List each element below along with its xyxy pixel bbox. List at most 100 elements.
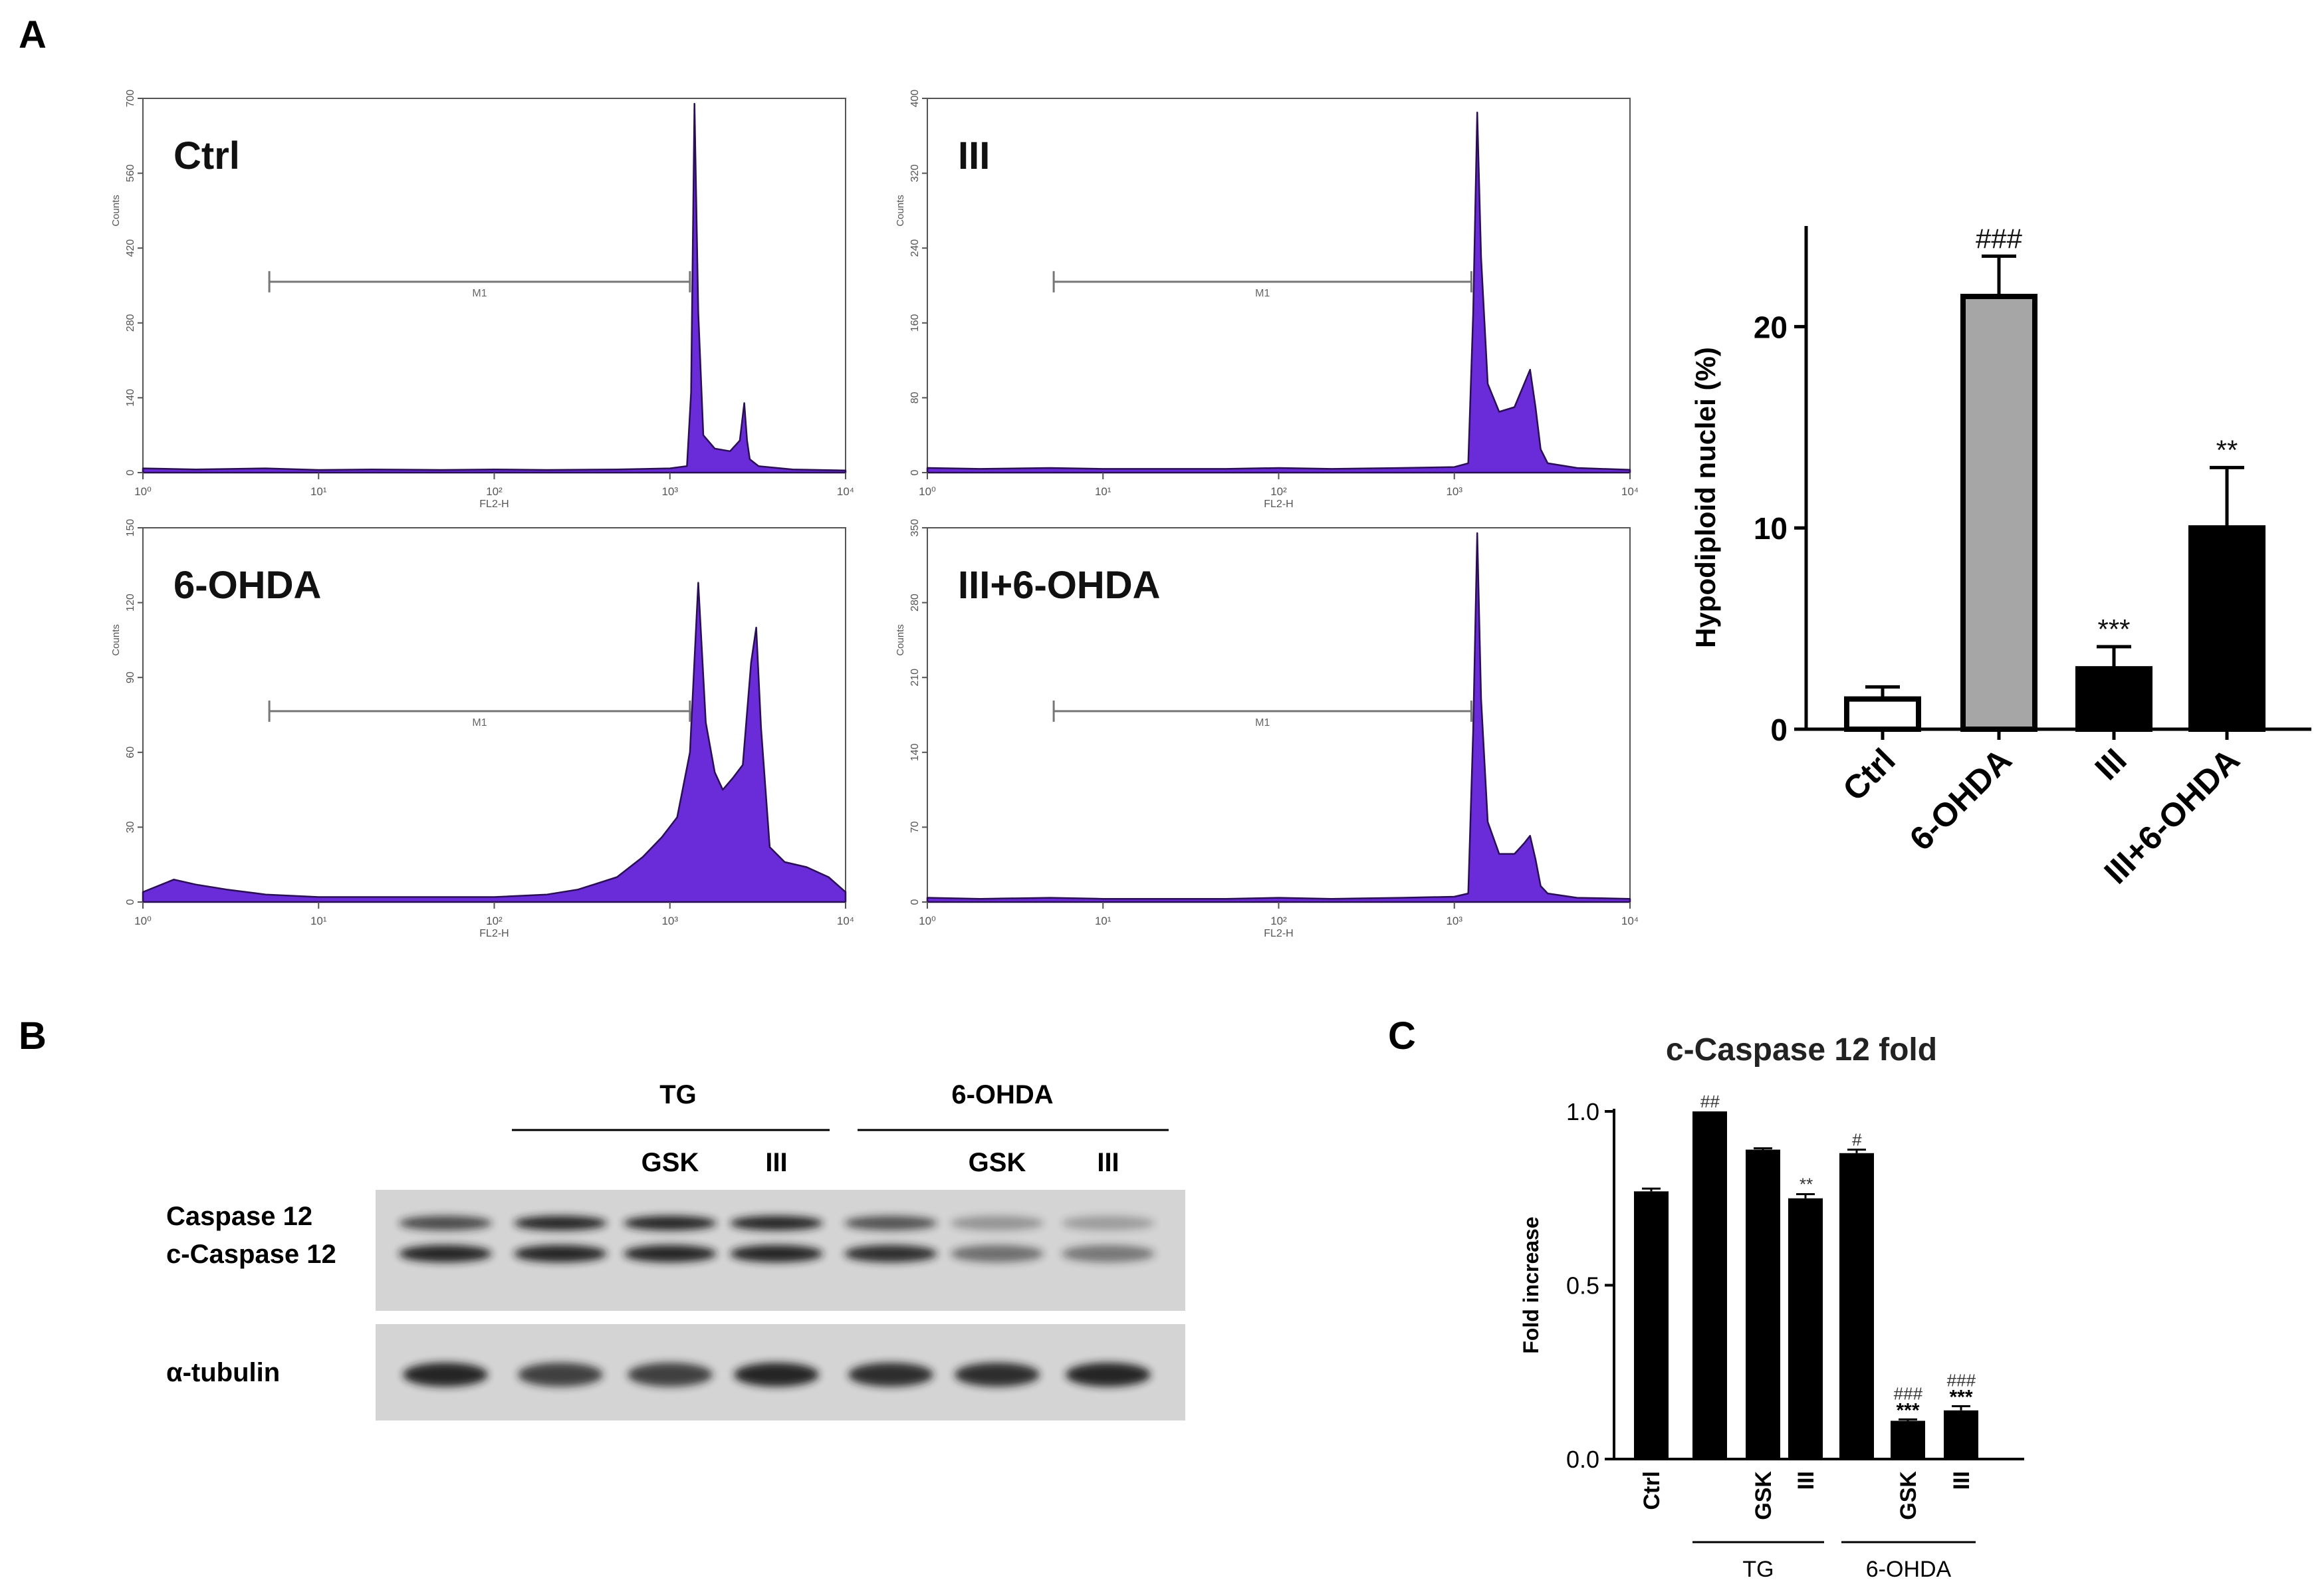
- caspase-fold-bar-chart: c-Caspase 12 fold 0.0 0.5 1.0 Fold increase C…: [1519, 1032, 2024, 1582]
- blot-row-label: Caspase 12: [166, 1202, 312, 1231]
- y-tick-label: 0: [909, 899, 921, 905]
- y-axis-label: Counts: [110, 195, 122, 227]
- category-label: III: [2088, 741, 2134, 787]
- y-tick-label: 140: [909, 743, 921, 761]
- y-tick-label: 1.0: [1566, 1098, 1599, 1125]
- blot-band: [403, 1363, 488, 1387]
- panel-title: Ctrl: [174, 134, 240, 177]
- blot-lane-label: III: [765, 1148, 787, 1177]
- y-tick-label: 20: [1754, 310, 1788, 344]
- hypodiploid-bar-chart: 0 10 20 Hypodiploid nuclei (%) Ctrl ### 6-OHDA…: [1690, 223, 2311, 891]
- x-tick-label: 10⁰: [134, 915, 152, 927]
- significance-label: ***: [1949, 1387, 1972, 1409]
- y-axis-label: Hypodiploid nuclei (%): [1690, 347, 1721, 648]
- y-tick-label: 80: [909, 392, 921, 403]
- blot-lane-label: GSK: [641, 1148, 699, 1177]
- blot-band: [624, 1216, 717, 1230]
- category-label: III: [1794, 1471, 1819, 1490]
- x-tick-label: 10⁴: [837, 915, 854, 927]
- bar: [2188, 525, 2266, 732]
- x-tick-label: 10³: [661, 915, 678, 927]
- panel-title: III+6-OHDA: [958, 564, 1161, 607]
- bar: [2075, 666, 2152, 732]
- blot-group-label: 6-OHDA: [951, 1080, 1053, 1109]
- x-axis-label: FL2-H: [1264, 928, 1293, 939]
- category-label: GSK: [1896, 1471, 1921, 1520]
- blot-band: [844, 1245, 937, 1262]
- significance-label: **: [1799, 1174, 1813, 1194]
- y-tick-label: 120: [125, 594, 136, 612]
- blot-band: [1062, 1216, 1155, 1230]
- plot-frame: [142, 98, 846, 473]
- y-tick-label: 280: [909, 594, 921, 612]
- y-tick-label: 10: [1754, 511, 1788, 546]
- y-tick-label: 0.5: [1566, 1272, 1599, 1300]
- blot-band: [628, 1363, 713, 1387]
- x-tick-label: 10⁰: [919, 485, 936, 498]
- bar: [1634, 1191, 1669, 1459]
- panel-title: 6-OHDA: [174, 564, 321, 607]
- group-label: 6-OHDA: [1866, 1557, 1952, 1582]
- blot-band: [730, 1216, 823, 1230]
- x-tick-label: 10⁰: [134, 485, 152, 498]
- marker-label: M1: [472, 717, 487, 729]
- significance-label: ###: [1893, 1383, 1922, 1403]
- category-label: III: [1949, 1471, 1974, 1490]
- x-tick-label: 10³: [1446, 485, 1462, 498]
- y-tick-label: 60: [125, 746, 136, 758]
- y-tick-label: 560: [125, 164, 136, 182]
- blot-band: [951, 1216, 1044, 1230]
- bar: [1891, 1420, 1925, 1459]
- significance-label: ###: [1976, 223, 2023, 254]
- blot-row-label: α-tubulin: [166, 1358, 280, 1387]
- y-tick-label: 0: [125, 469, 136, 475]
- y-tick-label: 350: [909, 519, 921, 537]
- y-tick-label: 160: [909, 314, 921, 332]
- bar: [1960, 293, 2037, 733]
- blot-group-label: TG: [659, 1080, 697, 1109]
- y-axis-label: Counts: [110, 624, 122, 656]
- histogram-area: [142, 582, 847, 903]
- x-tick-label: 10²: [1270, 485, 1287, 498]
- significance-label: ***: [1896, 1399, 1919, 1421]
- x-tick-label: 10¹: [1095, 485, 1111, 498]
- x-tick-label: 10³: [661, 485, 678, 498]
- y-axis-label: Fold increase: [1519, 1216, 1543, 1353]
- y-tick-label: 0: [909, 469, 921, 475]
- x-tick-label: 10¹: [310, 485, 327, 498]
- blot-band: [514, 1245, 607, 1262]
- y-tick-label: 0: [1770, 713, 1788, 747]
- blot-band: [1066, 1363, 1151, 1387]
- blot-row-label: c-Caspase 12: [166, 1240, 336, 1269]
- blot-lane-label: III: [1097, 1148, 1119, 1177]
- x-tick-label: 10¹: [310, 915, 327, 927]
- significance-label: ***: [2097, 614, 2130, 645]
- histogram-area: [926, 111, 1631, 474]
- significance-label: **: [2216, 434, 2238, 465]
- y-axis-label: Counts: [895, 624, 906, 656]
- histogram-ctrl: 10⁰ 10¹ 10² 10³ 10⁴ FL2-H 0 140 280 420 560 700 Coun…: [110, 90, 854, 510]
- group-label: TG: [1742, 1557, 1774, 1582]
- blot-band: [730, 1245, 823, 1262]
- y-tick-label: 150: [125, 519, 136, 537]
- y-tick-label: 70: [909, 821, 921, 833]
- x-tick-label: 10⁴: [1621, 915, 1639, 927]
- x-axis-label: FL2-H: [1264, 499, 1293, 510]
- x-tick-label: 10²: [486, 485, 503, 498]
- significance-label: ##: [1700, 1091, 1720, 1111]
- blot-band: [514, 1216, 607, 1230]
- y-axis-label: Counts: [895, 195, 906, 227]
- significance-label: ###: [1946, 1371, 1976, 1391]
- histogram-iii: 10⁰ 10¹ 10² 10³ 10⁴ FL2-H 0 80 160 240 320 400 Count…: [895, 90, 1639, 510]
- blot-band: [1062, 1245, 1155, 1262]
- category-label: GSK: [1751, 1471, 1776, 1520]
- marker-label: M1: [1255, 717, 1270, 729]
- blot-band: [848, 1363, 933, 1387]
- y-tick-label: 30: [125, 821, 136, 833]
- blot-band: [734, 1363, 819, 1387]
- bar: [1839, 1153, 1874, 1459]
- y-tick-label: 90: [125, 671, 136, 683]
- x-tick-label: 10⁰: [919, 915, 936, 927]
- category-label: Ctrl: [1835, 741, 1902, 808]
